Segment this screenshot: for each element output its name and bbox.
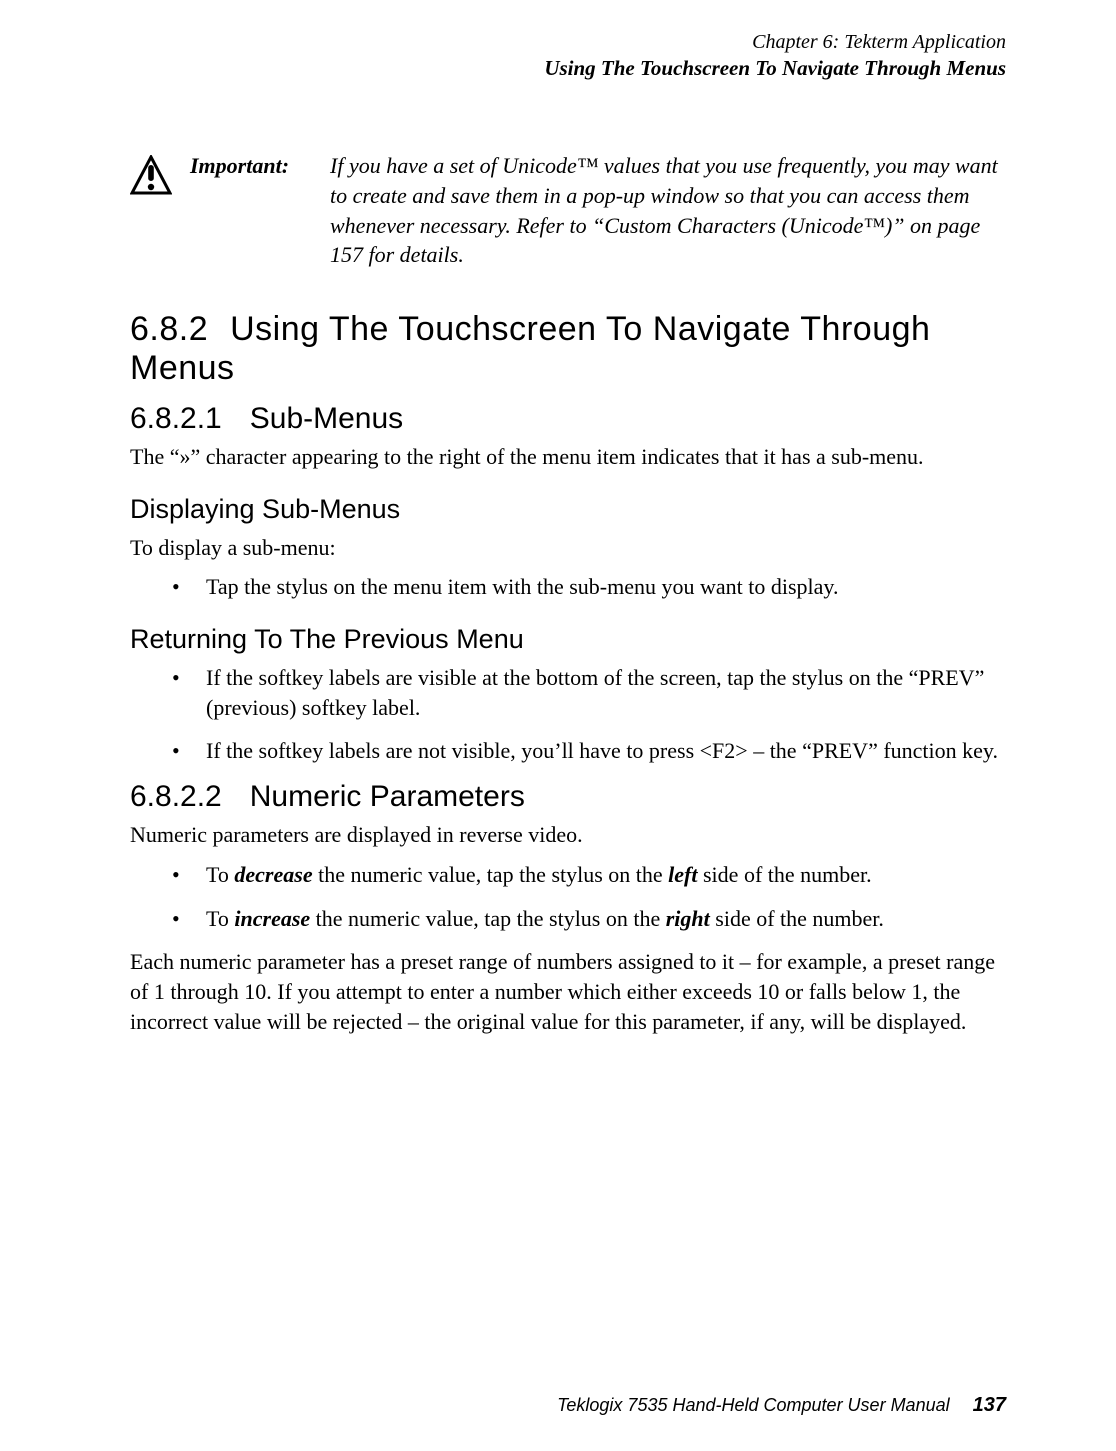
important-body: If you have a set of Unicode™ values tha…	[330, 151, 1006, 270]
subheading-title: Sub-Menus	[250, 402, 403, 435]
display-submenus-lead: To display a sub-menu:	[130, 533, 1006, 563]
footer-page-number: 137	[973, 1394, 1006, 1416]
list-item: If the softkey labels are not visible, y…	[172, 736, 1006, 766]
heading-number: 6.8.2	[130, 310, 208, 348]
list-item: Tap the stylus on the menu item with the…	[172, 572, 1006, 602]
important-note: Important: If you have a set of Unicode™…	[130, 151, 1006, 270]
heading-6-8-2-1: 6.8.2.1 Sub-Menus	[130, 402, 1006, 436]
emph-right: right	[666, 906, 710, 931]
page: Chapter 6: Tekterm Application Using The…	[0, 0, 1116, 1451]
numeric-outro: Each numeric parameter has a preset rang…	[130, 947, 1006, 1036]
display-submenus-list: Tap the stylus on the menu item with the…	[172, 572, 1006, 602]
subheading-number: 6.8.2.1	[130, 402, 222, 435]
warning-icon	[130, 155, 172, 202]
list-item: If the softkey labels are visible at the…	[172, 663, 1006, 722]
footer-manual-title: Teklogix 7535 Hand-Held Computer User Ma…	[557, 1395, 950, 1415]
header-section: Using The Touchscreen To Navigate Throug…	[130, 55, 1006, 81]
important-text: Important: If you have a set of Unicode™…	[190, 151, 1006, 270]
important-label: Important:	[190, 151, 308, 181]
return-prev-list: If the softkey labels are visible at the…	[172, 663, 1006, 766]
heading-title: Using The Touchscreen To Navigate Throug…	[130, 310, 930, 387]
emph-decrease: decrease	[234, 862, 312, 887]
heading-returning-previous: Returning To The Previous Menu	[130, 624, 1006, 655]
numeric-intro: Numeric parameters are displayed in reve…	[130, 820, 1006, 850]
header-chapter: Chapter 6: Tekterm Application	[130, 30, 1006, 55]
running-header: Chapter 6: Tekterm Application Using The…	[130, 30, 1006, 81]
submenu-glyph: »	[179, 444, 190, 469]
heading-displaying-submenus: Displaying Sub-Menus	[130, 494, 1006, 525]
emph-left: left	[668, 862, 697, 887]
emph-increase: increase	[234, 906, 310, 931]
page-footer: Teklogix 7535 Hand-Held Computer User Ma…	[557, 1394, 1006, 1417]
heading-6-8-2: 6.8.2Using The Touchscreen To Navigate T…	[130, 310, 1006, 388]
numeric-list: To decrease the numeric value, tap the s…	[172, 860, 1006, 933]
list-item: To increase the numeric value, tap the s…	[172, 904, 1006, 934]
subheading-number: 6.8.2.2	[130, 780, 222, 813]
subheading-title: Numeric Parameters	[250, 780, 525, 813]
list-item: To decrease the numeric value, tap the s…	[172, 860, 1006, 890]
heading-6-8-2-2: 6.8.2.2 Numeric Parameters	[130, 780, 1006, 814]
submenu-intro: The “»” character appearing to the right…	[130, 442, 1006, 472]
